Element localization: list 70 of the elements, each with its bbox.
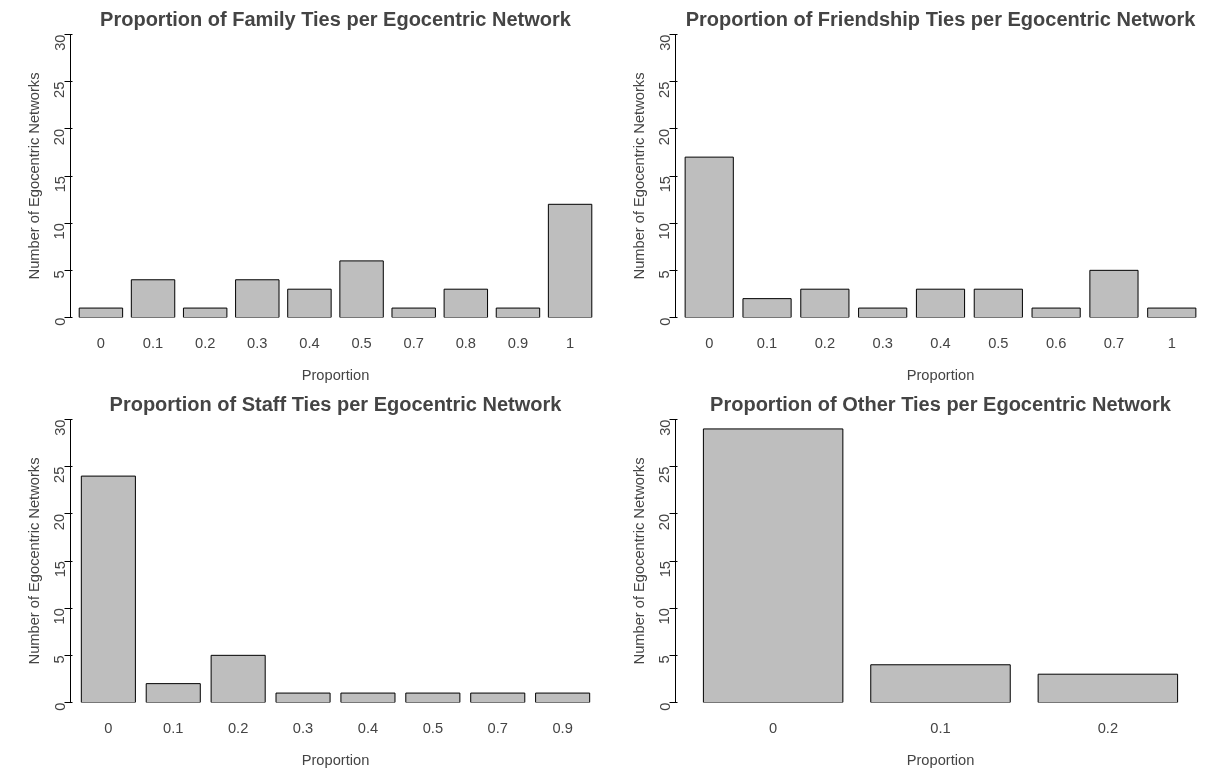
x-tick-label: 0.7 [403, 334, 424, 351]
x-tick-label: 0 [96, 334, 105, 351]
y-tick-label: 30 [656, 419, 673, 436]
y-tick-label: 5 [51, 270, 68, 279]
y-tick-label: 5 [51, 655, 68, 664]
y-tick-label: 0 [656, 702, 673, 711]
chart-title: Proportion of Staff Ties per Egocentric Network [109, 392, 563, 415]
chart-title: Proportion of Family Ties per Egocentric Network [100, 7, 572, 30]
x-tick-label: 0 [104, 719, 113, 736]
y-tick-label: 25 [51, 81, 68, 98]
y-axis-title: Number of Egocentric Networks [630, 72, 647, 280]
y-tick-label: 5 [656, 270, 673, 279]
x-tick-label: 0.3 [247, 334, 268, 351]
x-tick-label: 0.1 [930, 719, 951, 736]
y-tick-label: 25 [51, 466, 68, 483]
y-tick-label: 20 [51, 513, 68, 531]
x-tick-label: 0.1 [163, 719, 184, 736]
x-tick-label: 0.2 [227, 719, 249, 736]
y-tick-label: 10 [656, 608, 673, 625]
y-tick-label: 20 [656, 128, 673, 146]
y-tick-label: 10 [656, 223, 673, 240]
x-tick-label: 0.2 [814, 334, 836, 351]
x-tick-label: 0.6 [1045, 334, 1067, 351]
y-tick-label: 30 [51, 34, 68, 51]
x-tick-label: 0.7 [487, 719, 508, 736]
y-tick-label: 0 [51, 702, 68, 711]
x-axis-title: Proportion [906, 366, 975, 383]
x-tick-label: 0.1 [756, 334, 778, 351]
x-tick-label: 0.5 [988, 334, 1009, 351]
chart-title: Proportion of Other Ties per Egocentric Network [710, 392, 1172, 415]
x-tick-label: 0 [705, 334, 714, 351]
x-tick-label: 0.3 [292, 719, 314, 736]
y-tick-label: 0 [51, 317, 68, 326]
y-tick-label: 10 [51, 223, 68, 240]
x-tick-label: 0.7 [1103, 334, 1125, 351]
x-tick-label: 0.5 [422, 719, 444, 736]
y-tick-label: 5 [656, 655, 673, 664]
y-tick-label: 15 [51, 560, 68, 578]
y-tick-label: 15 [656, 175, 673, 193]
x-tick-label: 0.3 [872, 334, 893, 351]
y-tick-label: 15 [51, 175, 68, 193]
x-tick-label: 0.5 [351, 334, 372, 351]
x-tick-label: 0 [769, 719, 778, 736]
y-tick-label: 30 [656, 34, 673, 51]
y-tick-label: 25 [656, 81, 673, 98]
x-axis-title: Proportion [906, 751, 975, 768]
x-tick-label: 1 [1167, 334, 1176, 351]
x-tick-label: 0.4 [357, 719, 379, 736]
x-tick-label: 0.2 [1097, 719, 1119, 736]
y-tick-label: 15 [656, 560, 673, 578]
y-tick-label: 0 [656, 317, 673, 326]
x-axis-title: Proportion [301, 366, 370, 383]
x-tick-label: 0.1 [142, 334, 164, 351]
x-tick-label: 0.8 [455, 334, 477, 351]
x-tick-label: 1 [566, 334, 575, 351]
x-axis-title: Proportion [301, 751, 370, 768]
y-tick-label: 20 [656, 513, 673, 531]
y-tick-label: 25 [656, 466, 673, 483]
x-tick-label: 0.4 [299, 334, 320, 351]
x-tick-label: 0.4 [930, 334, 951, 351]
x-tick-label: 0.9 [552, 719, 573, 736]
x-tick-label: 0.2 [194, 334, 216, 351]
y-axis-title: Number of Egocentric Networks [630, 457, 647, 665]
x-tick-label: 0.9 [507, 334, 529, 351]
y-axis-title: Number of Egocentric Networks [25, 72, 42, 280]
y-tick-label: 20 [51, 128, 68, 146]
y-axis-title: Number of Egocentric Networks [25, 457, 42, 665]
y-tick-label: 10 [51, 608, 68, 625]
chart-title: Proportion of Friendship Ties per Egocentric Network [685, 7, 1197, 30]
y-tick-label: 30 [51, 419, 68, 436]
